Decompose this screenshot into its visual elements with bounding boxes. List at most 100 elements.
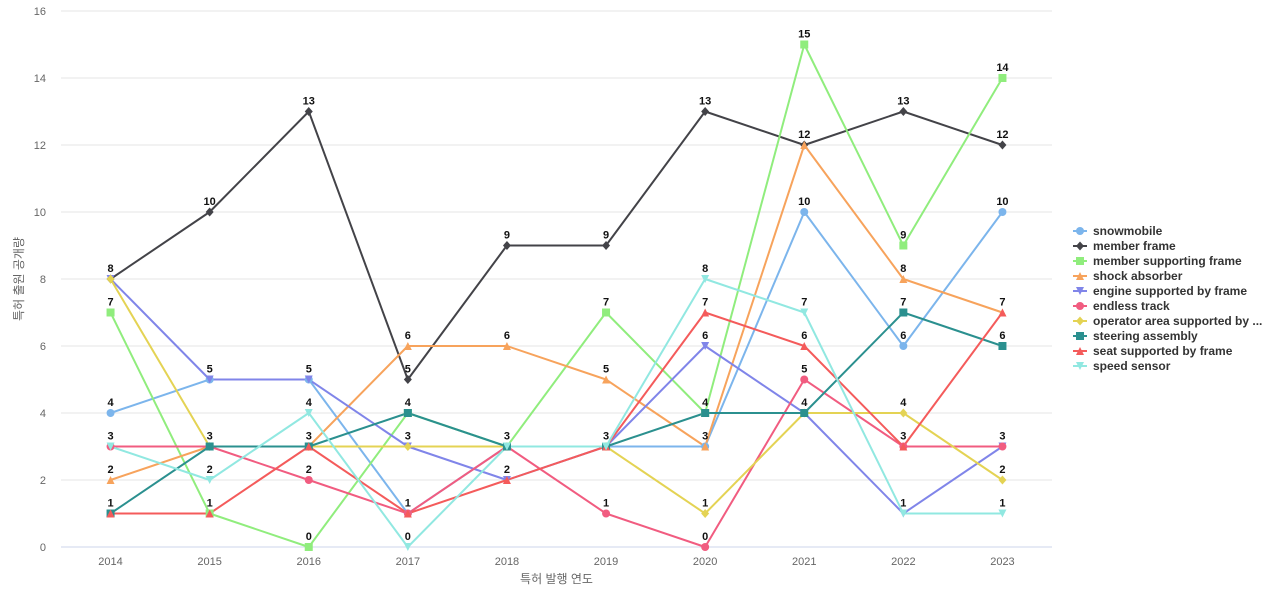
data-label: 6 (702, 330, 708, 342)
point-steering-assembly-2017[interactable] (403, 409, 412, 417)
point-seat-supported-by-frame-2014[interactable] (106, 509, 115, 518)
point-engine-supported-by-frame-2016[interactable] (304, 375, 313, 384)
point-steering-assembly-2023[interactable] (998, 342, 1007, 350)
point-member-supporting-frame-2022[interactable] (899, 241, 908, 250)
legend-item-member-frame[interactable]: member frame (1073, 239, 1176, 253)
point-engine-supported-by-frame-2015[interactable] (205, 375, 214, 384)
legend-item-speed-sensor[interactable]: speed sensor (1073, 359, 1171, 373)
point-seat-supported-by-frame-2018[interactable] (502, 476, 511, 484)
legend-marker-operator-area-supported-by (1076, 316, 1084, 326)
point-seat-supported-by-frame-2022[interactable] (899, 442, 908, 451)
point-steering-assembly-2021[interactable] (800, 409, 809, 417)
point-operator-area-supported-by-2022[interactable] (899, 408, 908, 418)
series-line-seat-supported-by-frame[interactable] (110, 311, 1004, 515)
point-speed-sensor-2021[interactable] (800, 308, 809, 317)
point-endless-track-2020[interactable] (701, 543, 710, 551)
y-tick-label: 10 (34, 207, 46, 219)
point-steering-assembly-2020[interactable] (701, 409, 710, 417)
point-snowmobile-2014[interactable] (106, 409, 115, 417)
legend-item-shock-absorber[interactable]: shock absorber (1073, 269, 1183, 283)
point-engine-supported-by-frame-2020[interactable] (701, 342, 710, 350)
data-label: 3 (306, 431, 312, 443)
point-shock-absorber-2021[interactable] (800, 141, 809, 149)
data-label: 0 (405, 531, 411, 543)
point-member-supporting-frame-2021[interactable] (800, 40, 809, 49)
point-seat-supported-by-frame-2015[interactable] (205, 509, 214, 518)
point-shock-absorber-2020[interactable] (701, 442, 710, 451)
point-member-frame-2020[interactable] (701, 107, 710, 116)
legend-label-speed-sensor: speed sensor (1093, 359, 1171, 373)
data-label: 1 (603, 498, 609, 510)
series-line-shock-absorber[interactable] (110, 144, 1003, 481)
legend-item-engine-supported-by-frame[interactable]: engine supported by frame (1073, 284, 1247, 298)
point-speed-sensor-2023[interactable] (998, 509, 1007, 518)
point-member-supporting-frame-2023[interactable] (998, 74, 1007, 82)
point-operator-area-supported-by-2014[interactable] (106, 274, 115, 284)
point-shock-absorber-2017[interactable] (403, 342, 412, 350)
point-member-frame-2022[interactable] (899, 107, 908, 116)
point-shock-absorber-2014[interactable] (106, 476, 115, 484)
point-shock-absorber-2018[interactable] (502, 342, 511, 350)
legend-item-snowmobile[interactable]: snowmobile (1073, 224, 1163, 238)
point-snowmobile-2022[interactable] (899, 342, 908, 350)
legend-item-member-supporting-frame[interactable]: member supporting frame (1073, 254, 1242, 268)
point-endless-track-2019[interactable] (602, 509, 611, 518)
point-member-frame-2017[interactable] (403, 375, 412, 384)
point-speed-sensor-2020[interactable] (701, 275, 710, 283)
point-member-frame-2016[interactable] (304, 107, 313, 116)
data-label: 13 (303, 96, 315, 108)
x-tick-label-2015: 2015 (197, 556, 221, 568)
point-operator-area-supported-by-2023[interactable] (998, 475, 1007, 485)
legend-marker-shock-absorber (1076, 272, 1084, 280)
point-endless-track-2023[interactable] (998, 442, 1007, 451)
point-snowmobile-2023[interactable] (998, 208, 1007, 216)
data-label: 9 (504, 230, 510, 242)
series-line-engine-supported-by-frame[interactable] (109, 278, 1003, 515)
data-label: 2 (999, 464, 1005, 476)
legend-item-operator-area-supported-by[interactable]: operator area supported by ... (1073, 314, 1262, 328)
point-endless-track-2016[interactable] (304, 476, 313, 484)
data-label: 7 (702, 297, 708, 309)
point-seat-supported-by-frame-2023[interactable] (998, 308, 1007, 317)
point-member-frame-2018[interactable] (502, 241, 511, 250)
point-operator-area-supported-by-2020[interactable] (701, 509, 710, 518)
data-label: 7 (603, 297, 609, 309)
data-label: 5 (603, 364, 609, 376)
point-shock-absorber-2019[interactable] (602, 375, 611, 384)
point-member-frame-2023[interactable] (998, 140, 1007, 150)
point-steering-assembly-2015[interactable] (205, 442, 214, 451)
data-label: 7 (107, 297, 113, 309)
point-speed-sensor-2019[interactable] (602, 442, 611, 451)
legend-item-steering-assembly[interactable]: steering assembly (1073, 329, 1198, 343)
point-speed-sensor-2016[interactable] (304, 409, 313, 417)
point-seat-supported-by-frame-2020[interactable] (701, 308, 710, 317)
point-member-frame-2015[interactable] (205, 207, 214, 217)
point-seat-supported-by-frame-2017[interactable] (403, 509, 412, 518)
data-label: 1 (107, 498, 113, 510)
point-operator-area-supported-by-2017[interactable] (403, 442, 412, 451)
legend-item-seat-supported-by-frame[interactable]: seat supported by frame (1073, 344, 1233, 358)
point-snowmobile-2021[interactable] (800, 208, 809, 216)
point-speed-sensor-2014[interactable] (106, 442, 115, 451)
legend-item-endless-track[interactable]: endless track (1073, 299, 1170, 313)
point-member-supporting-frame-2016[interactable] (304, 543, 313, 551)
point-speed-sensor-2017[interactable] (403, 543, 412, 551)
point-endless-track-2021[interactable] (800, 375, 809, 384)
x-tick-label-2016: 2016 (297, 556, 321, 568)
point-member-supporting-frame-2014[interactable] (106, 308, 115, 317)
point-seat-supported-by-frame-2016[interactable] (304, 442, 313, 451)
data-label: 3 (504, 431, 510, 443)
point-shock-absorber-2022[interactable] (899, 275, 908, 283)
data-label: 15 (798, 29, 810, 41)
point-steering-assembly-2022[interactable] (899, 308, 908, 317)
series-line-member-frame[interactable] (109, 110, 1003, 381)
point-member-frame-2019[interactable] (602, 241, 611, 250)
series-line-speed-sensor[interactable] (110, 278, 1003, 548)
point-speed-sensor-2018[interactable] (502, 442, 511, 451)
point-seat-supported-by-frame-2021[interactable] (800, 342, 809, 350)
point-member-supporting-frame-2019[interactable] (602, 308, 611, 317)
series-line-member-supporting-frame[interactable] (109, 43, 1004, 548)
point-speed-sensor-2022[interactable] (899, 509, 908, 518)
point-speed-sensor-2015[interactable] (205, 476, 214, 484)
